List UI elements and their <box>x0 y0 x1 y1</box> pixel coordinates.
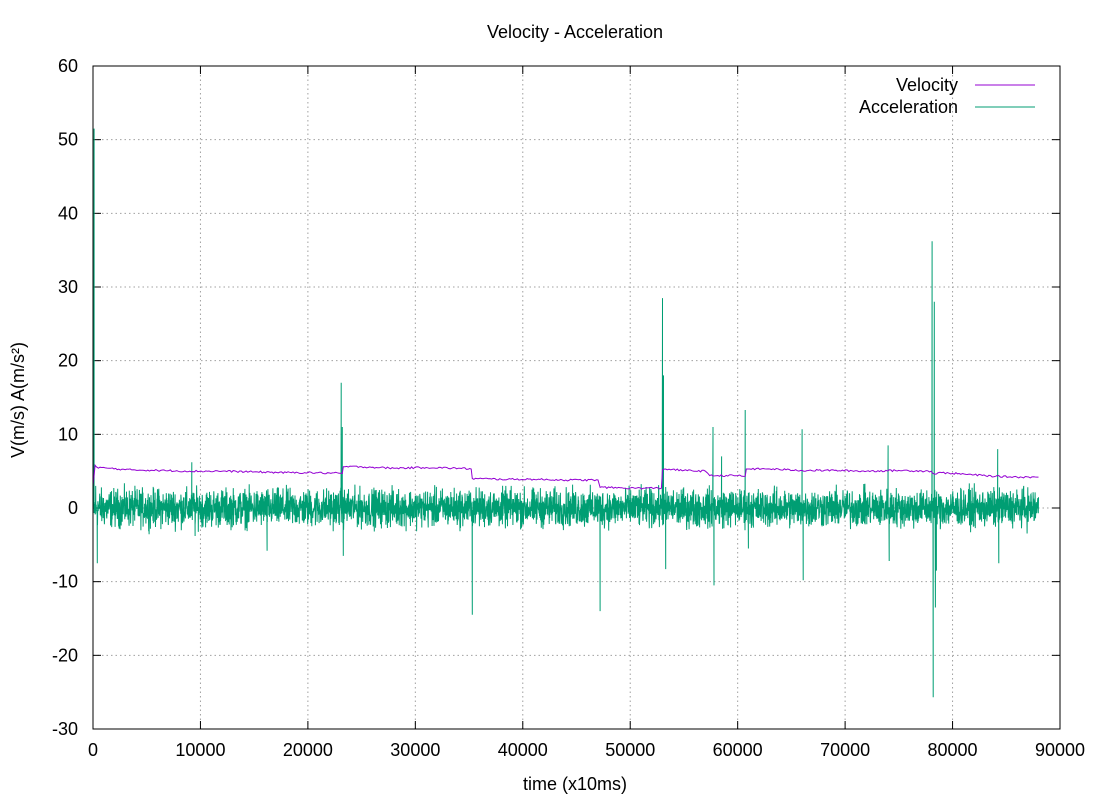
legend-label-velocity: Velocity <box>896 75 958 95</box>
plot-frame <box>92 65 1061 730</box>
x-axis-label: time (x10ms) <box>523 774 627 794</box>
x-tick-label: 40000 <box>498 740 548 760</box>
y-tick-label: 40 <box>58 203 78 223</box>
y-tick-label: 60 <box>58 56 78 76</box>
x-tick-label: 50000 <box>605 740 655 760</box>
y-tick-label: -10 <box>52 572 78 592</box>
y-tick-label: 0 <box>68 498 78 518</box>
legend-label-acceleration: Acceleration <box>859 97 958 117</box>
y-tick-label: 30 <box>58 277 78 297</box>
tick-layer: 0 10000 20000 30000 40000 50000 60000 70000 8000… <box>52 56 1085 760</box>
series-layer <box>92 128 1039 698</box>
x-tick-label: 70000 <box>820 740 870 760</box>
grid-layer <box>93 66 1060 729</box>
y-tick-label: 20 <box>58 351 78 371</box>
chart-title: Velocity - Acceleration <box>487 22 663 42</box>
series-line-acceleration <box>92 128 1039 698</box>
x-tick-label: 90000 <box>1035 740 1085 760</box>
y-tick-label: -30 <box>52 719 78 739</box>
y-tick-label: -20 <box>52 645 78 665</box>
legend: Velocity Acceleration <box>859 75 1035 117</box>
x-tick-label: 10000 <box>175 740 225 760</box>
y-tick-label: 50 <box>58 130 78 150</box>
y-axis-label: V(m/s) A(m/s²) <box>8 342 28 458</box>
x-tick-label: 0 <box>88 740 98 760</box>
series-line-velocity <box>92 464 1039 490</box>
x-tick-label: 60000 <box>713 740 763 760</box>
x-tick-label: 20000 <box>283 740 333 760</box>
y-tick-label: 10 <box>58 424 78 444</box>
x-tick-label: 30000 <box>390 740 440 760</box>
x-tick-label: 80000 <box>928 740 978 760</box>
